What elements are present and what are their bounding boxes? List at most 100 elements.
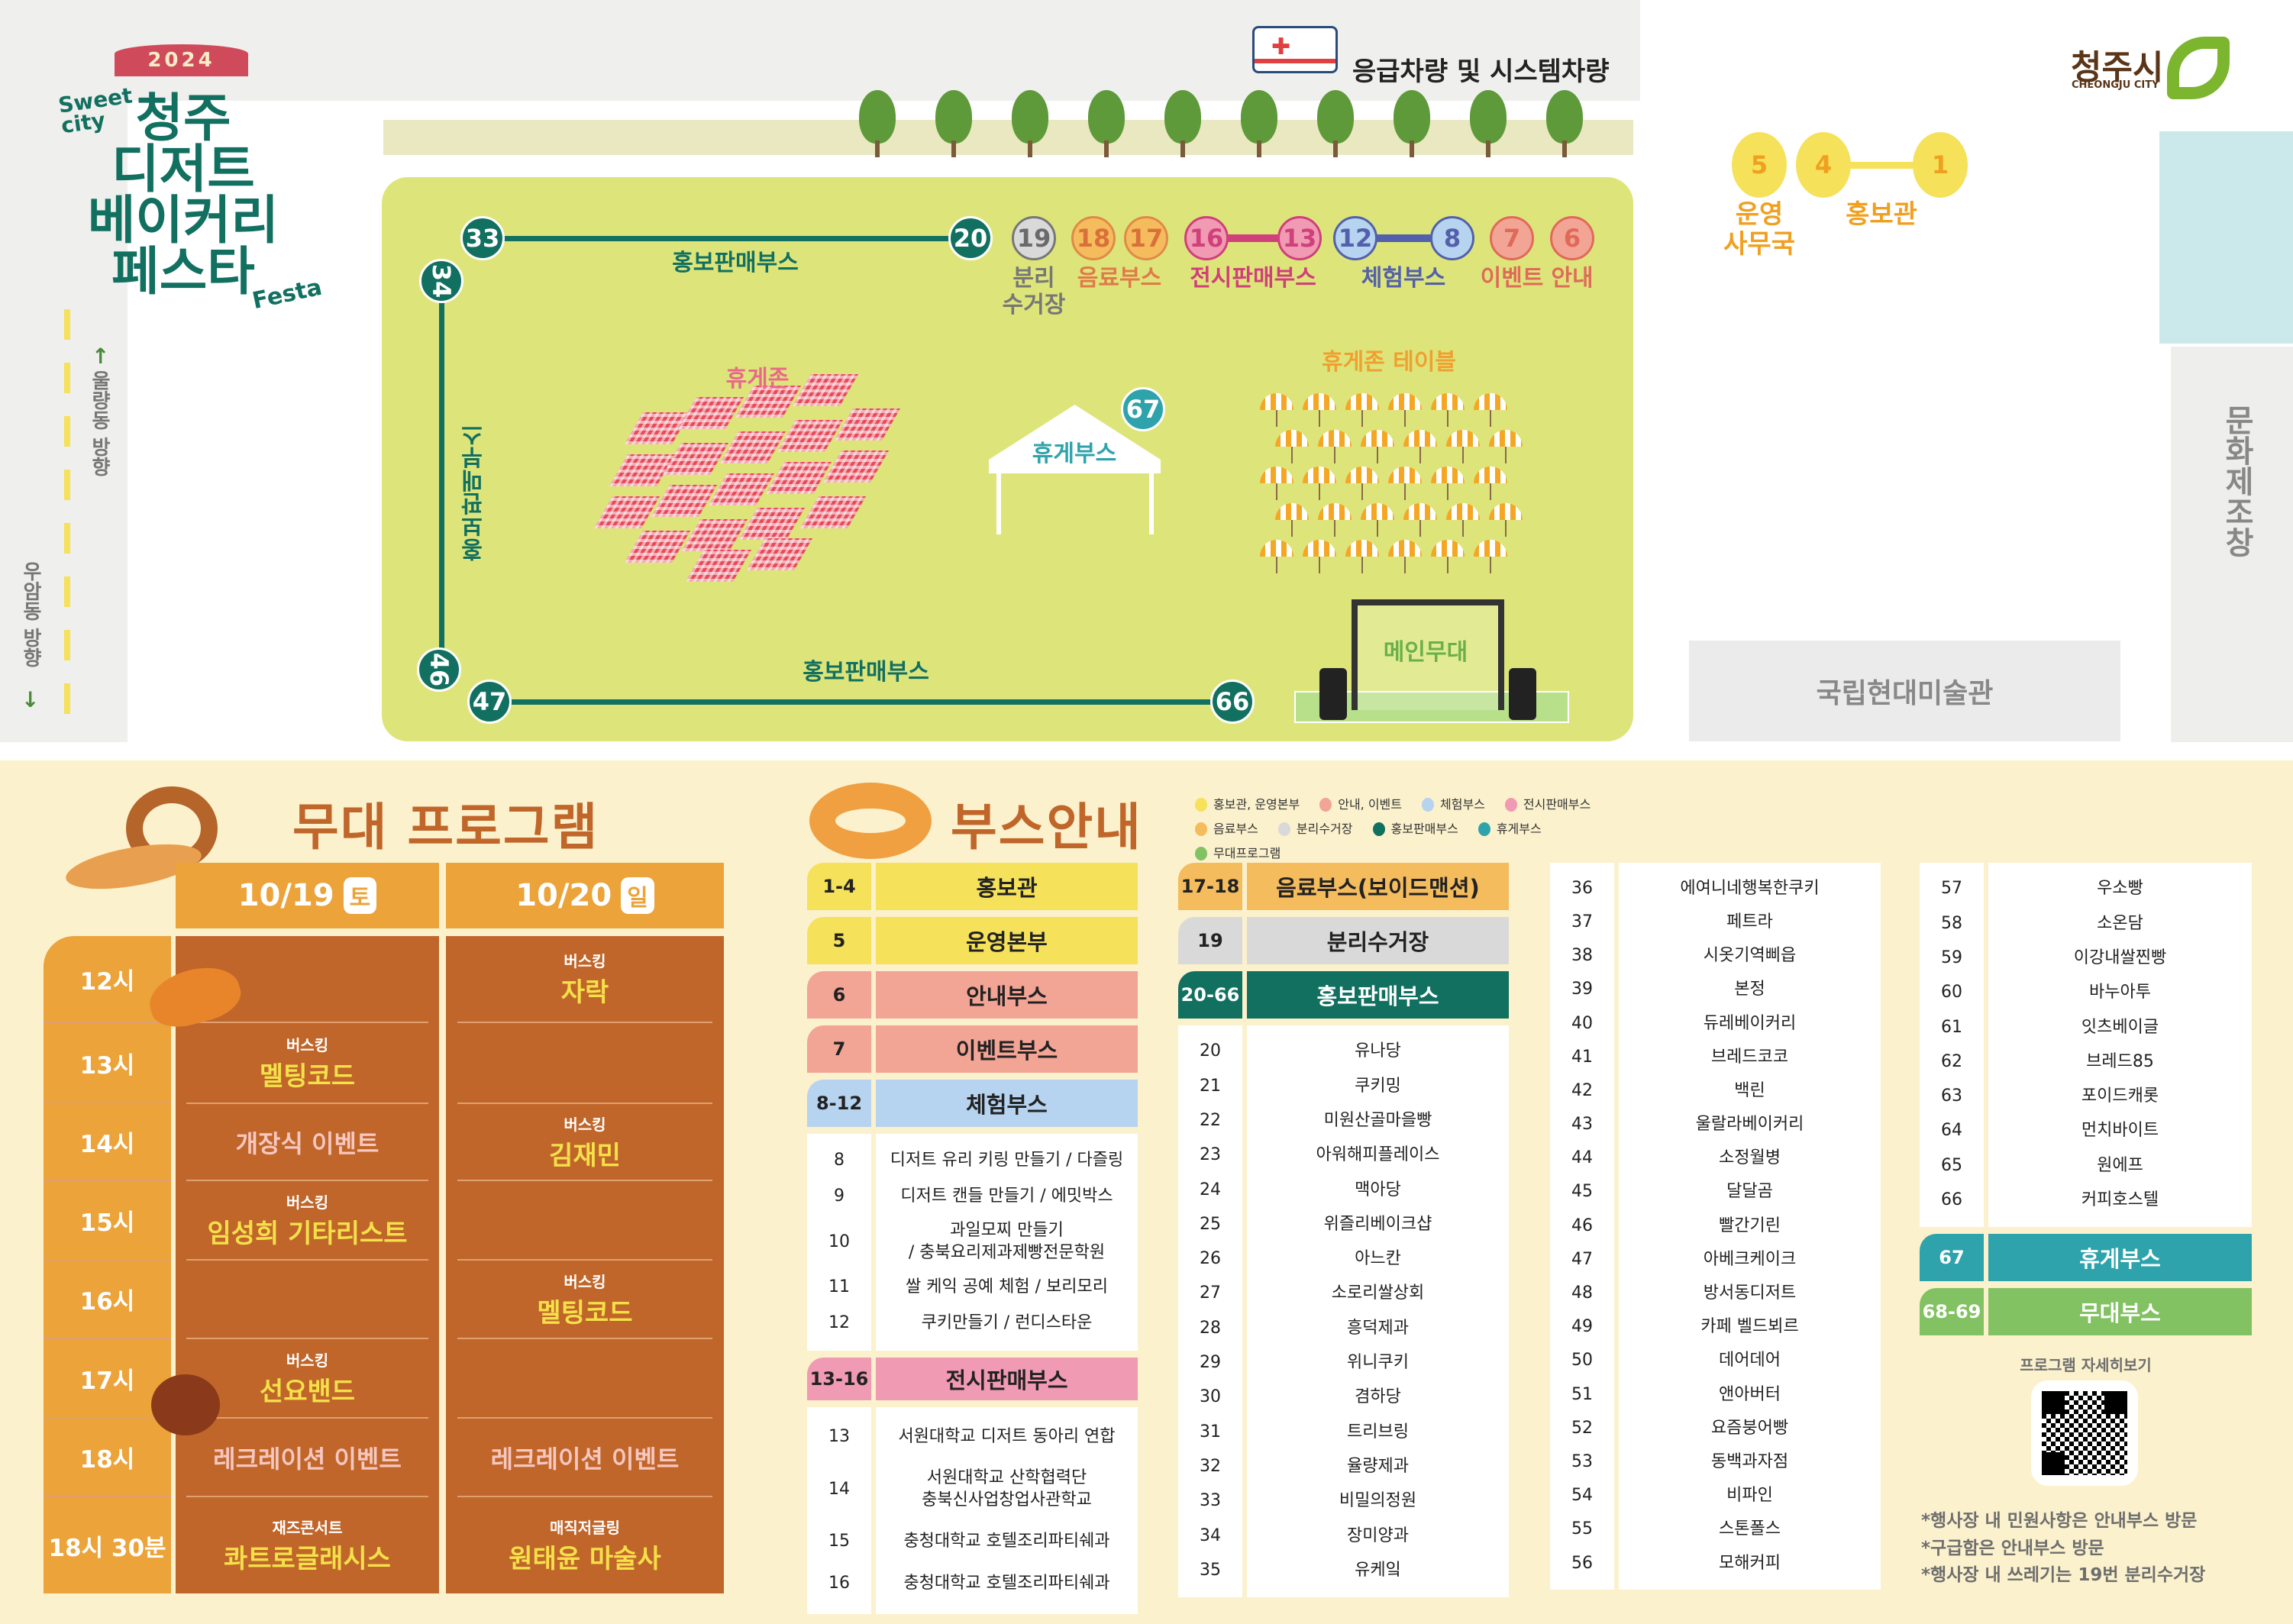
booth-marker[interactable]: 16 (1184, 216, 1229, 260)
legend-item: 전시판매부스 (1504, 794, 1591, 815)
booth-list: 57 58 59 60 61 62 63 64 65 66 우소빵 소온담 이강내쌀찐빵 바누아투 잇츠베이… (1920, 863, 2252, 1227)
legend-label: 분리수거장 (1296, 822, 1353, 836)
tree-icon (1470, 90, 1507, 157)
time-label: 14시 (79, 1131, 135, 1158)
booth-marker[interactable]: 46 (417, 647, 461, 692)
booth-number: 23 (1200, 1145, 1221, 1165)
booth-name: 먼치바이트 (2081, 1121, 2159, 1141)
booth-group-name: 음료부스(보이드맨션) (1247, 863, 1509, 910)
schedule-slot: 재즈콘서트 콰트로글래시스 (186, 1497, 428, 1593)
tree-icon (1164, 90, 1201, 157)
booth-marker[interactable]: 67 (1121, 387, 1165, 431)
booth-marker[interactable]: 19 (1012, 216, 1056, 260)
event-booth-label: 이벤트 (1480, 265, 1544, 292)
booth-name: 달달곰 (1726, 1182, 1773, 1202)
booth-number: 65 (1941, 1155, 1962, 1175)
booth-number: 47 (1571, 1249, 1593, 1269)
stage-program-title: 무대 프로그램 (292, 798, 599, 857)
booth-name: 장미양과 (1347, 1526, 1409, 1545)
booth-group-number: 68-69 (1920, 1287, 1984, 1335)
booth-name: 아느칸 (1355, 1249, 1401, 1269)
booth-legend: 홍보관, 운영본부 안내, 이벤트 체험부스 전시판매부스 음료부스 분리수거장 홍보판매부… (1195, 794, 1661, 867)
booth-number-column: 20 21 22 23 24 25 26 27 28 29 30 31 32 33 34 35 (1178, 1025, 1242, 1597)
umbrella-icon (1260, 393, 1293, 427)
booth-marker[interactable]: 5 (1732, 132, 1787, 198)
umbrella-icon (1474, 467, 1507, 500)
booth-name-column: 에여니네행복한쿠키 페트라 시옷기역삐읍 본정 듀레베이커리 브레드코코 백린 울랄라베이커리… (1619, 863, 1881, 1590)
booth-marker[interactable]: 66 (1210, 680, 1255, 724)
booth-name: 이강내쌀찐빵 (2073, 948, 2167, 967)
schedule-slot: 버스킹 김재민 (457, 1104, 713, 1181)
booth-name: 소온담 (2097, 913, 2143, 933)
booth-name: 백린 (1734, 1080, 1765, 1100)
legend-item: 음료부스 (1195, 818, 1258, 840)
rest-zone-label: 휴게존 (725, 366, 790, 392)
booth-name-column: 서원대학교 디저트 동아리 연합 서원대학교 산학협력단 충북신사업창업사관학교 충… (876, 1407, 1138, 1614)
ambulance-icon: ✚ (1252, 26, 1338, 73)
weekday-badge: 토 (343, 877, 377, 914)
legend-dot-icon (1372, 822, 1385, 836)
booth-number: 57 (1941, 879, 1962, 899)
schedule-slot: 14시 (44, 1104, 171, 1181)
drink-booth-label: 음료부스 (1077, 265, 1162, 292)
umbrella-icon (1303, 540, 1336, 573)
exhibit-booth-label: 전시판매부스 (1190, 265, 1316, 292)
booth-number: 10 (828, 1232, 850, 1251)
booth-name: 아베크케이크 (1703, 1249, 1797, 1269)
booth-number: 46 (1571, 1216, 1593, 1235)
booth-name: 디저트 캔들 만들기 / 에밋박스 (900, 1187, 1113, 1206)
booth-number: 43 (1571, 1115, 1593, 1135)
schedule-slot (457, 1023, 713, 1104)
booth-marker[interactable]: 4 (1796, 132, 1851, 198)
booth-name-column: 디저트 유리 키링 만들기 / 다즐링 디저트 캔들 만들기 / 에밋박스 과일모찌… (876, 1134, 1138, 1351)
booth-group-header: 19 분리수거장 (1178, 917, 1509, 964)
booth-marker[interactable]: 20 (948, 216, 993, 260)
booth-name: 소로리쌀상회 (1331, 1283, 1425, 1303)
booth-name: 앤아버터 (1719, 1384, 1781, 1404)
ambulance-label: 응급차량 및 시스템차량 (1352, 57, 1610, 87)
umbrella-icon (1361, 503, 1394, 537)
booth-list: 8 9 10 11 12 디저트 유리 키링 만들기 / 다즐링 디저트 캔들 만들기 / … (807, 1134, 1138, 1351)
booth-marker[interactable]: 12 (1333, 216, 1377, 260)
booth-marker[interactable]: 33 (460, 216, 505, 260)
booth-name: 미원산골마을빵 (1323, 1110, 1432, 1130)
booth-number: 39 (1571, 980, 1593, 999)
schedule-slot (186, 936, 429, 1023)
umbrella-icon (1403, 430, 1437, 463)
booth-marker[interactable]: 8 (1430, 216, 1474, 260)
note: *행사장 내 쓰레기는 19번 분리수거장 (1921, 1565, 2206, 1586)
schedule-slot: 18시 30분 (44, 1497, 171, 1593)
promo-booth-label: 홍보판매부스 (461, 424, 488, 561)
booth-group-header: 68-69 무대부스 (1920, 1287, 2252, 1335)
booth-marker[interactable]: 17 (1124, 216, 1168, 260)
schedule-slot: 버스킹 멜팅코드 (457, 1261, 713, 1339)
schedule-slot: 레크레이션 이벤트 (457, 1419, 713, 1497)
booth-marker[interactable]: 1 (1913, 132, 1968, 198)
booth-marker[interactable]: 34 (419, 259, 463, 303)
booth-name: 잇츠베이글 (2081, 1017, 2159, 1037)
booth-name: 서원대학교 산학협력단 충북신사업창업사관학교 (922, 1468, 1092, 1509)
legend-item: 분리수거장 (1277, 818, 1353, 840)
booth-number: 41 (1571, 1047, 1593, 1067)
rest-table-label: 휴게존 테이블 (1321, 349, 1457, 376)
umbrella-icon (1431, 540, 1465, 573)
booth-number: 60 (1941, 983, 1962, 1002)
booth-marker[interactable]: 7 (1490, 216, 1534, 260)
booth-number: 63 (1941, 1086, 1962, 1106)
legend-label: 홍보관, 운영본부 (1213, 797, 1300, 812)
booth-marker[interactable]: 6 (1550, 216, 1594, 260)
booth-marker[interactable]: 18 (1071, 216, 1116, 260)
umbrella-icon (1303, 467, 1336, 500)
promo-hall-connector (1823, 162, 1940, 169)
performer-name: 레크레이션 이벤트 (213, 1444, 402, 1474)
booth-marker[interactable]: 47 (467, 680, 512, 724)
booth-group-number: 6 (807, 971, 871, 1019)
performance-type: 버스킹 (564, 1115, 606, 1134)
booth-number: 58 (1941, 913, 1962, 933)
booth-marker[interactable]: 13 (1277, 216, 1322, 260)
performance-type: 버스킹 (286, 1193, 329, 1212)
qr-code[interactable] (2031, 1380, 2138, 1486)
time-label: 17시 (79, 1367, 135, 1395)
booth-group-name: 안내부스 (876, 971, 1138, 1019)
umbrella-icon (1260, 540, 1293, 573)
